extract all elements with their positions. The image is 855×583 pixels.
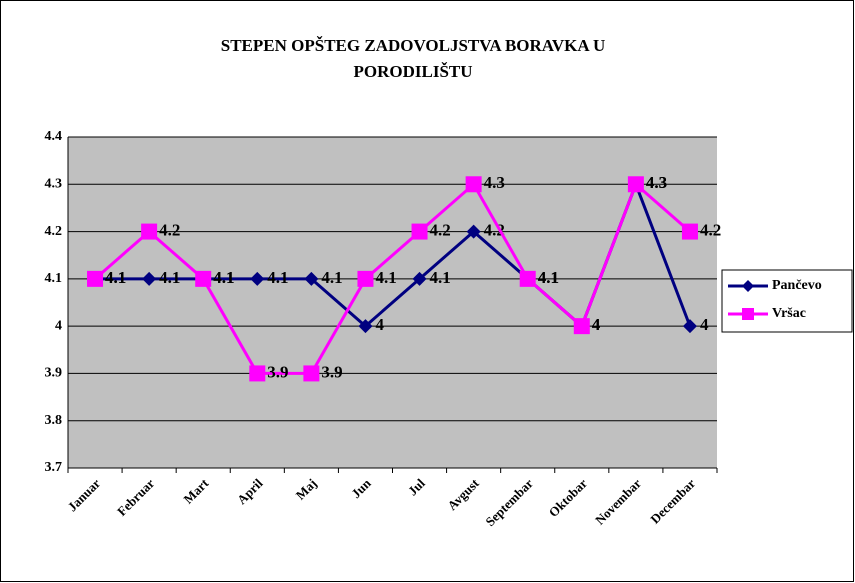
data-label: 4.3 — [484, 173, 505, 192]
data-label: 4.2 — [159, 220, 180, 239]
data-label: 4.3 — [646, 173, 667, 192]
y-tick-label: 3.9 — [45, 366, 63, 381]
y-tick-label: 4.1 — [45, 271, 63, 286]
chart-title: PORODILIŠTU — [353, 62, 472, 81]
marker — [627, 176, 644, 193]
y-tick-label: 3.8 — [45, 413, 63, 428]
y-tick-label: 4.4 — [45, 129, 63, 144]
data-label: 4.1 — [105, 268, 126, 287]
marker — [250, 271, 265, 286]
data-label: 4.1 — [213, 268, 234, 287]
data-label: 4 — [375, 315, 384, 334]
data-label: 4.2 — [484, 220, 505, 239]
marker — [358, 319, 373, 334]
data-label: 3.9 — [321, 362, 342, 381]
marker — [303, 365, 320, 382]
marker — [142, 271, 157, 286]
data-label: 4.2 — [700, 220, 721, 239]
data-label: 4.1 — [267, 268, 288, 287]
y-tick-label: 3.7 — [45, 460, 63, 475]
marker — [681, 223, 698, 240]
data-label: 4.1 — [430, 268, 451, 287]
legend-marker — [742, 280, 754, 292]
data-label: 4.1 — [321, 268, 342, 287]
data-label: 4.2 — [430, 220, 451, 239]
marker — [466, 224, 481, 239]
marker — [141, 223, 158, 240]
marker — [411, 223, 428, 240]
legend-label: Pančevo — [772, 278, 822, 293]
marker — [357, 270, 374, 287]
data-label: 4.1 — [375, 268, 396, 287]
legend-marker — [742, 308, 754, 320]
data-label: 4.1 — [105, 268, 126, 287]
marker — [519, 270, 536, 287]
marker — [195, 270, 212, 287]
marker — [465, 176, 482, 193]
data-label: 4.1 — [159, 268, 180, 287]
marker — [304, 271, 319, 286]
data-label: 4.1 — [538, 268, 559, 287]
legend-label: Vršac — [772, 306, 806, 321]
data-label: 4.1 — [538, 268, 559, 287]
data-label: 4.3 — [646, 173, 667, 192]
data-label: 4 — [592, 315, 601, 334]
marker — [412, 271, 427, 286]
data-label: 3.9 — [267, 362, 288, 381]
data-label: 4 — [592, 315, 601, 334]
marker — [573, 318, 590, 335]
data-label: 4.1 — [213, 268, 234, 287]
marker — [249, 365, 266, 382]
chart-title: STEPEN OPŠTEG ZADOVOLJSTVA BORAVKA U — [221, 36, 605, 55]
y-tick-label: 4.2 — [45, 224, 63, 239]
series-line — [94, 181, 691, 375]
y-tick-label: 4 — [55, 318, 62, 333]
marker — [87, 270, 104, 287]
data-label: 4 — [700, 315, 709, 334]
marker — [682, 319, 697, 334]
legend — [721, 269, 853, 333]
y-tick-label: 4.3 — [45, 177, 63, 192]
